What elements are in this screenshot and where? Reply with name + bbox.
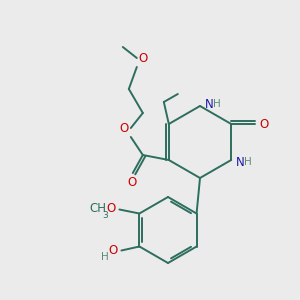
Text: O: O — [109, 244, 118, 257]
Text: O: O — [138, 52, 147, 65]
Text: O: O — [119, 122, 128, 136]
Text: H: H — [100, 253, 108, 262]
Text: H: H — [244, 157, 252, 167]
Text: O: O — [127, 176, 136, 190]
Text: N: N — [236, 155, 244, 169]
Text: 3: 3 — [103, 211, 108, 220]
Text: CH: CH — [89, 202, 106, 215]
Text: O: O — [107, 202, 116, 215]
Text: N: N — [205, 98, 213, 110]
Text: O: O — [260, 118, 269, 130]
Text: H: H — [213, 99, 221, 109]
